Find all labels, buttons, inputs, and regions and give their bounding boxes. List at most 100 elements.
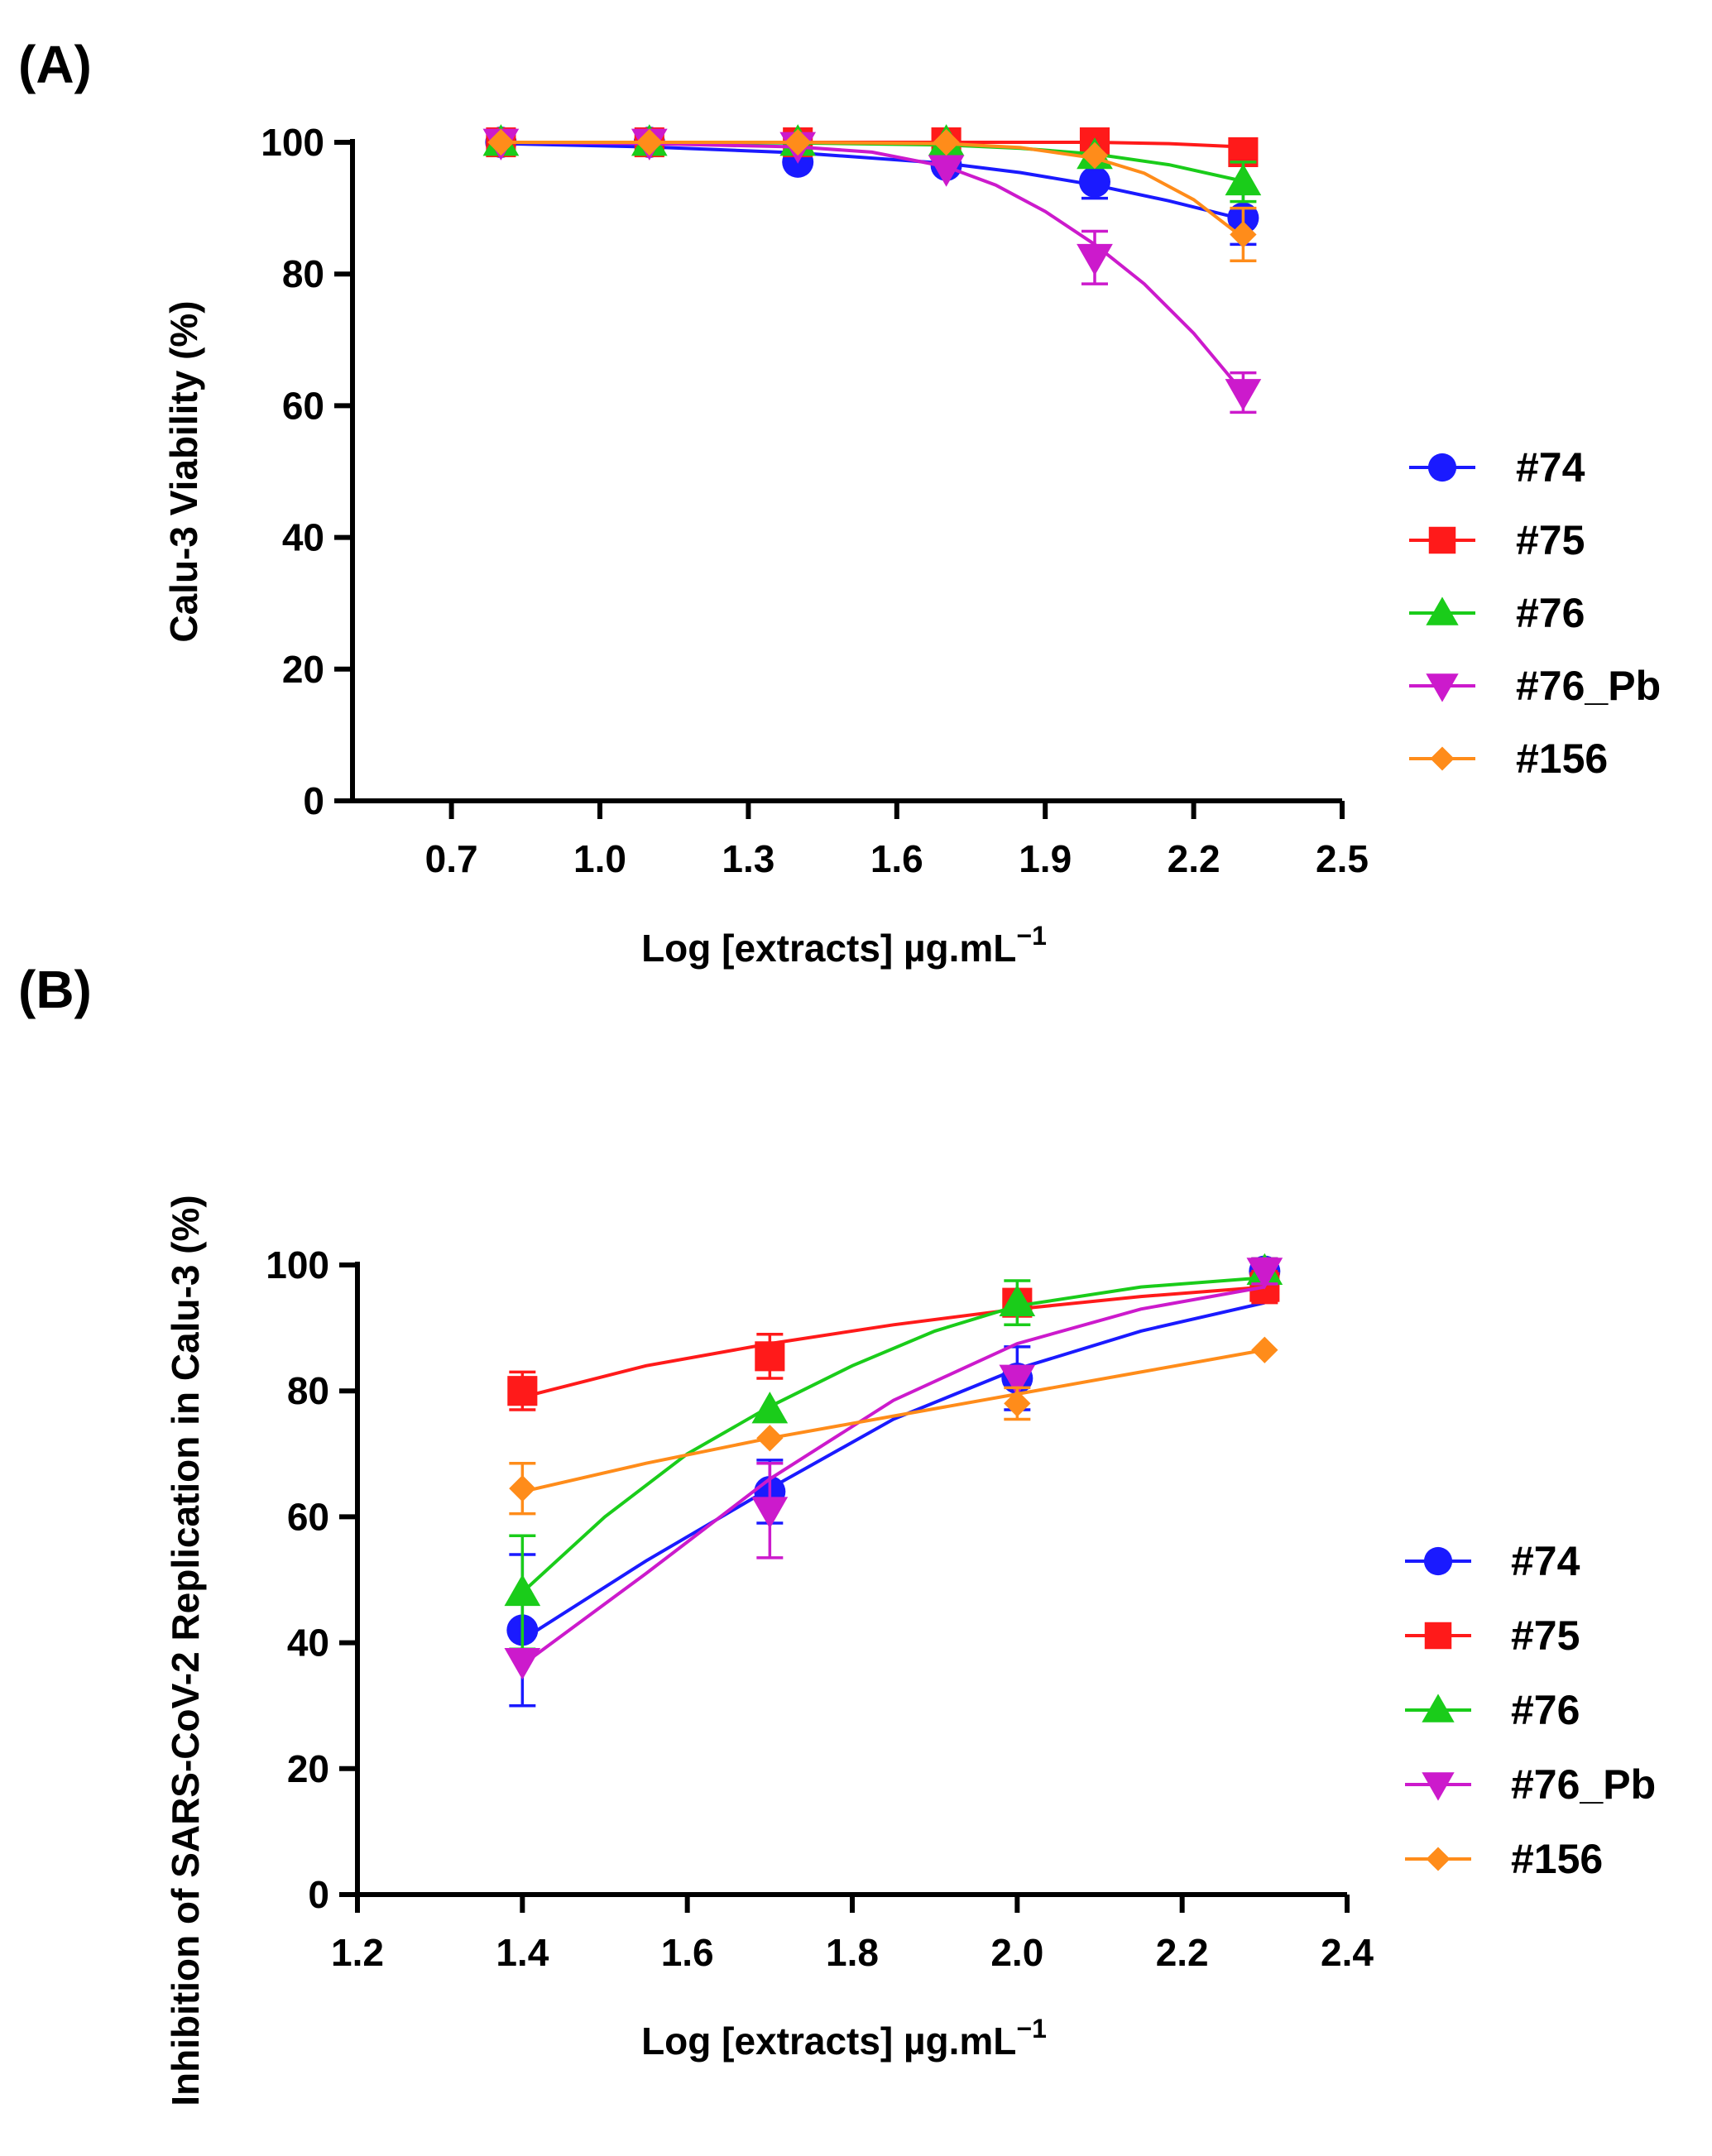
legend-item: #156	[1405, 1836, 1603, 1882]
x-axis-title: Log [extracts] µg.mL−1	[641, 921, 1047, 970]
x-tick-label: 1.2	[331, 1931, 384, 1974]
legend-item: #74	[1409, 444, 1585, 491]
legend-label: #156	[1511, 1836, 1603, 1882]
legend-item: #76	[1409, 590, 1585, 636]
legend-item: #74	[1405, 1538, 1580, 1584]
data-point	[1077, 243, 1113, 276]
y-tick-label: 100	[261, 121, 324, 164]
legend-marker	[1426, 673, 1459, 702]
legend-label: #74	[1516, 444, 1585, 491]
legend-item: #76_Pb	[1405, 1761, 1656, 1808]
legend-marker	[1427, 453, 1457, 482]
data-point	[999, 1284, 1036, 1317]
data-point	[1225, 163, 1262, 196]
data-point	[504, 1648, 541, 1680]
data-point	[999, 1364, 1036, 1397]
x-tick-label: 1.6	[870, 837, 923, 880]
data-point	[751, 1497, 789, 1529]
fit-curve	[521, 1348, 1265, 1493]
series-n76	[482, 124, 1262, 204]
x-tick-label: 1.6	[661, 1931, 714, 1974]
legend-item: #156	[1409, 735, 1608, 782]
legend-marker	[1422, 1694, 1455, 1722]
x-tick-label: 2.4	[1321, 1931, 1374, 1974]
fit-curve	[501, 141, 1244, 183]
panel-label: (A)	[18, 35, 92, 94]
x-tick-label: 1.0	[573, 837, 626, 880]
data-point	[933, 128, 960, 156]
y-tick-label: 40	[287, 1622, 329, 1665]
legend-label: #75	[1516, 517, 1585, 563]
fit-curve	[520, 1276, 1265, 1594]
x-tick-label: 1.8	[826, 1931, 879, 1974]
y-tick-label: 0	[303, 779, 324, 822]
legend-label: #75	[1511, 1612, 1580, 1659]
data-point	[928, 155, 965, 187]
legend-marker	[1426, 596, 1459, 625]
y-tick-label: 0	[308, 1873, 329, 1916]
fit-curve	[501, 141, 1244, 394]
data-point	[755, 1341, 785, 1372]
chart-panel-b: (B) 0 20 40 60 80 100 1.2 1.4 1.6 1.8 2.0 2.2 2.4 Log …	[18, 960, 1656, 2106]
fit-curve	[521, 1301, 1265, 1641]
series-n156	[509, 1336, 1278, 1516]
data-point	[1079, 165, 1110, 198]
chart-panel-a: (A) 0 20 40 60 80 100 0.7 1.0 1.3 1.6 1.9 2.2 2.5 Log …	[18, 35, 1661, 970]
legend-label: #76	[1516, 590, 1585, 636]
series-n76_Pb	[482, 128, 1262, 414]
fit-curve	[501, 141, 1244, 239]
fit-curve	[521, 1285, 1265, 1399]
series-n75	[507, 1269, 1280, 1411]
y-tick-label: 20	[287, 1747, 329, 1790]
x-tick-label: 1.9	[1019, 837, 1072, 880]
series-n76_Pb	[504, 1257, 1283, 1680]
data-point	[1081, 141, 1109, 170]
fit-curve	[501, 141, 1244, 222]
data-point	[1004, 1390, 1031, 1417]
data-point	[1225, 379, 1262, 411]
data-point	[1246, 1258, 1283, 1290]
legend-label: #76_Pb	[1516, 663, 1661, 709]
legend-item: #75	[1405, 1612, 1580, 1659]
y-tick-label: 40	[282, 516, 324, 559]
series-n76	[504, 1253, 1283, 1651]
y-tick-label: 20	[282, 648, 324, 691]
series-n156	[487, 128, 1257, 263]
fit-curve	[521, 1285, 1265, 1666]
data-point	[784, 128, 812, 156]
legend-marker	[1426, 1847, 1451, 1871]
panel-label: (B)	[18, 960, 92, 1019]
y-tick-label: 60	[282, 384, 324, 427]
legend-item: #75	[1409, 517, 1585, 563]
x-tick-label: 0.7	[425, 837, 478, 880]
y-axis-title: Calu-3 Viability (%)	[162, 300, 205, 642]
data-point	[487, 128, 515, 156]
data-point	[751, 1392, 789, 1424]
legend-marker	[1424, 1622, 1452, 1650]
legend-marker	[1430, 746, 1455, 771]
x-axis-title-superscript: −1	[1016, 921, 1046, 951]
y-tick-label: 80	[287, 1369, 329, 1412]
legend-marker	[1423, 1546, 1453, 1576]
x-axis-title: Log [extracts] µg.mL−1	[641, 2014, 1047, 2063]
x-tick-label: 1.4	[496, 1931, 549, 1974]
legend-label: #156	[1516, 735, 1608, 782]
y-tick-label: 80	[282, 252, 324, 295]
legend-marker	[1428, 526, 1456, 554]
x-tick-label: 2.2	[1156, 1931, 1209, 1974]
y-axis-title: Inhibition of SARS-CoV-2 Replication in …	[164, 1195, 207, 2106]
data-point	[756, 1425, 784, 1452]
legend-label: #76	[1511, 1687, 1580, 1733]
x-tick-label: 2.0	[990, 1931, 1043, 1974]
x-tick-label: 2.2	[1168, 837, 1220, 880]
y-tick-label: 60	[287, 1495, 329, 1538]
x-axis-title-superscript: −1	[1016, 2014, 1046, 2043]
data-point	[509, 1475, 536, 1502]
legend-item: #76_Pb	[1409, 663, 1661, 709]
legend-label: #74	[1511, 1538, 1580, 1584]
data-point	[504, 1574, 541, 1607]
legend-label: #76_Pb	[1511, 1761, 1656, 1808]
legend-marker	[1422, 1772, 1455, 1801]
series-n74	[506, 1255, 1281, 1708]
